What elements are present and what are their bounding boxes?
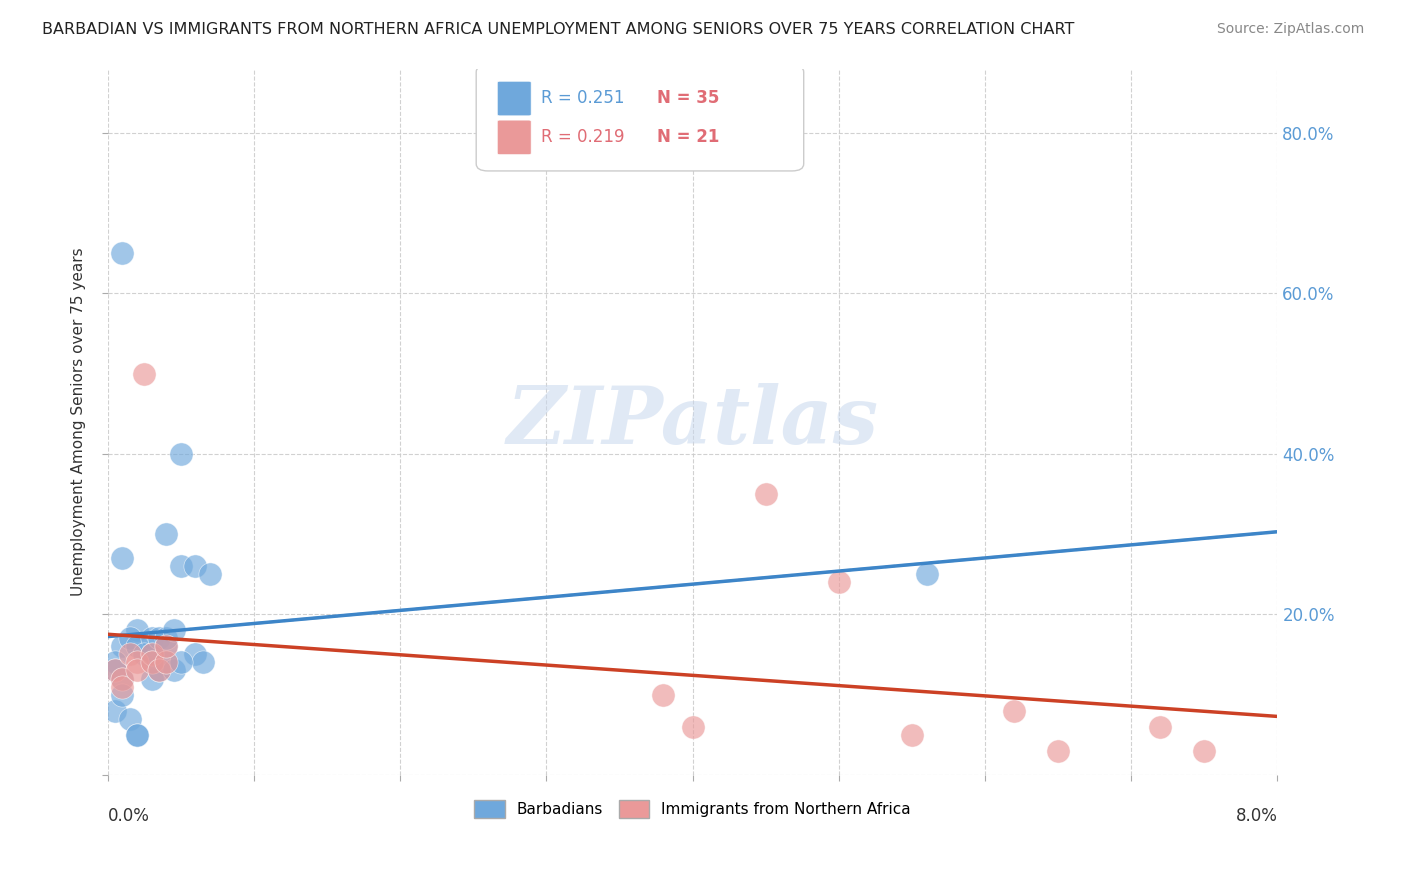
Point xyxy=(148,664,170,678)
Point xyxy=(118,632,141,646)
FancyBboxPatch shape xyxy=(498,81,531,116)
Point xyxy=(828,575,851,590)
Point xyxy=(901,728,924,742)
Point xyxy=(118,648,141,662)
Point xyxy=(155,527,177,541)
Point xyxy=(170,559,193,574)
Point xyxy=(191,656,214,670)
Point xyxy=(162,664,184,678)
Text: N = 21: N = 21 xyxy=(658,128,720,146)
Point xyxy=(125,656,148,670)
FancyBboxPatch shape xyxy=(477,65,804,171)
Point xyxy=(755,487,778,501)
Point xyxy=(155,640,177,654)
Point xyxy=(682,720,704,734)
Point xyxy=(155,632,177,646)
Point xyxy=(104,704,127,718)
Point xyxy=(111,680,134,694)
Text: 8.0%: 8.0% xyxy=(1236,806,1278,825)
Point xyxy=(125,728,148,742)
Point xyxy=(162,624,184,638)
Point xyxy=(111,246,134,260)
Y-axis label: Unemployment Among Seniors over 75 years: Unemployment Among Seniors over 75 years xyxy=(72,247,86,596)
Point xyxy=(184,559,207,574)
Point xyxy=(141,672,163,686)
Point xyxy=(125,624,148,638)
Point xyxy=(118,712,141,726)
Point xyxy=(1047,744,1070,758)
Text: ZIPatlas: ZIPatlas xyxy=(506,383,879,460)
Point xyxy=(141,648,163,662)
Point xyxy=(141,656,163,670)
Point xyxy=(111,672,134,686)
Legend: Barbadians, Immigrants from Northern Africa: Barbadians, Immigrants from Northern Afr… xyxy=(468,794,917,823)
Point xyxy=(141,656,163,670)
Point xyxy=(141,648,163,662)
Point xyxy=(104,664,127,678)
Point xyxy=(125,728,148,742)
Point xyxy=(1194,744,1216,758)
Point xyxy=(111,672,134,686)
Point xyxy=(134,648,156,662)
Point xyxy=(155,656,177,670)
Point xyxy=(148,632,170,646)
Point xyxy=(915,567,938,582)
Text: BARBADIAN VS IMMIGRANTS FROM NORTHERN AFRICA UNEMPLOYMENT AMONG SENIORS OVER 75 : BARBADIAN VS IMMIGRANTS FROM NORTHERN AF… xyxy=(42,22,1074,37)
Point xyxy=(170,656,193,670)
Point xyxy=(170,447,193,461)
Point xyxy=(198,567,221,582)
Point xyxy=(141,632,163,646)
Point xyxy=(148,664,170,678)
Point xyxy=(1149,720,1171,734)
Point xyxy=(125,664,148,678)
Text: 0.0%: 0.0% xyxy=(108,806,149,825)
Point xyxy=(184,648,207,662)
Point xyxy=(155,640,177,654)
Text: Source: ZipAtlas.com: Source: ZipAtlas.com xyxy=(1216,22,1364,37)
Point xyxy=(155,656,177,670)
FancyBboxPatch shape xyxy=(498,120,531,154)
Text: N = 35: N = 35 xyxy=(658,89,720,107)
Point xyxy=(652,688,675,702)
Text: R = 0.251: R = 0.251 xyxy=(540,89,624,107)
Point xyxy=(1002,704,1025,718)
Point xyxy=(125,640,148,654)
Point xyxy=(104,656,127,670)
Point xyxy=(104,664,127,678)
Point xyxy=(111,640,134,654)
Point xyxy=(134,367,156,381)
Text: R = 0.219: R = 0.219 xyxy=(540,128,624,146)
Point xyxy=(111,551,134,566)
Point xyxy=(111,688,134,702)
